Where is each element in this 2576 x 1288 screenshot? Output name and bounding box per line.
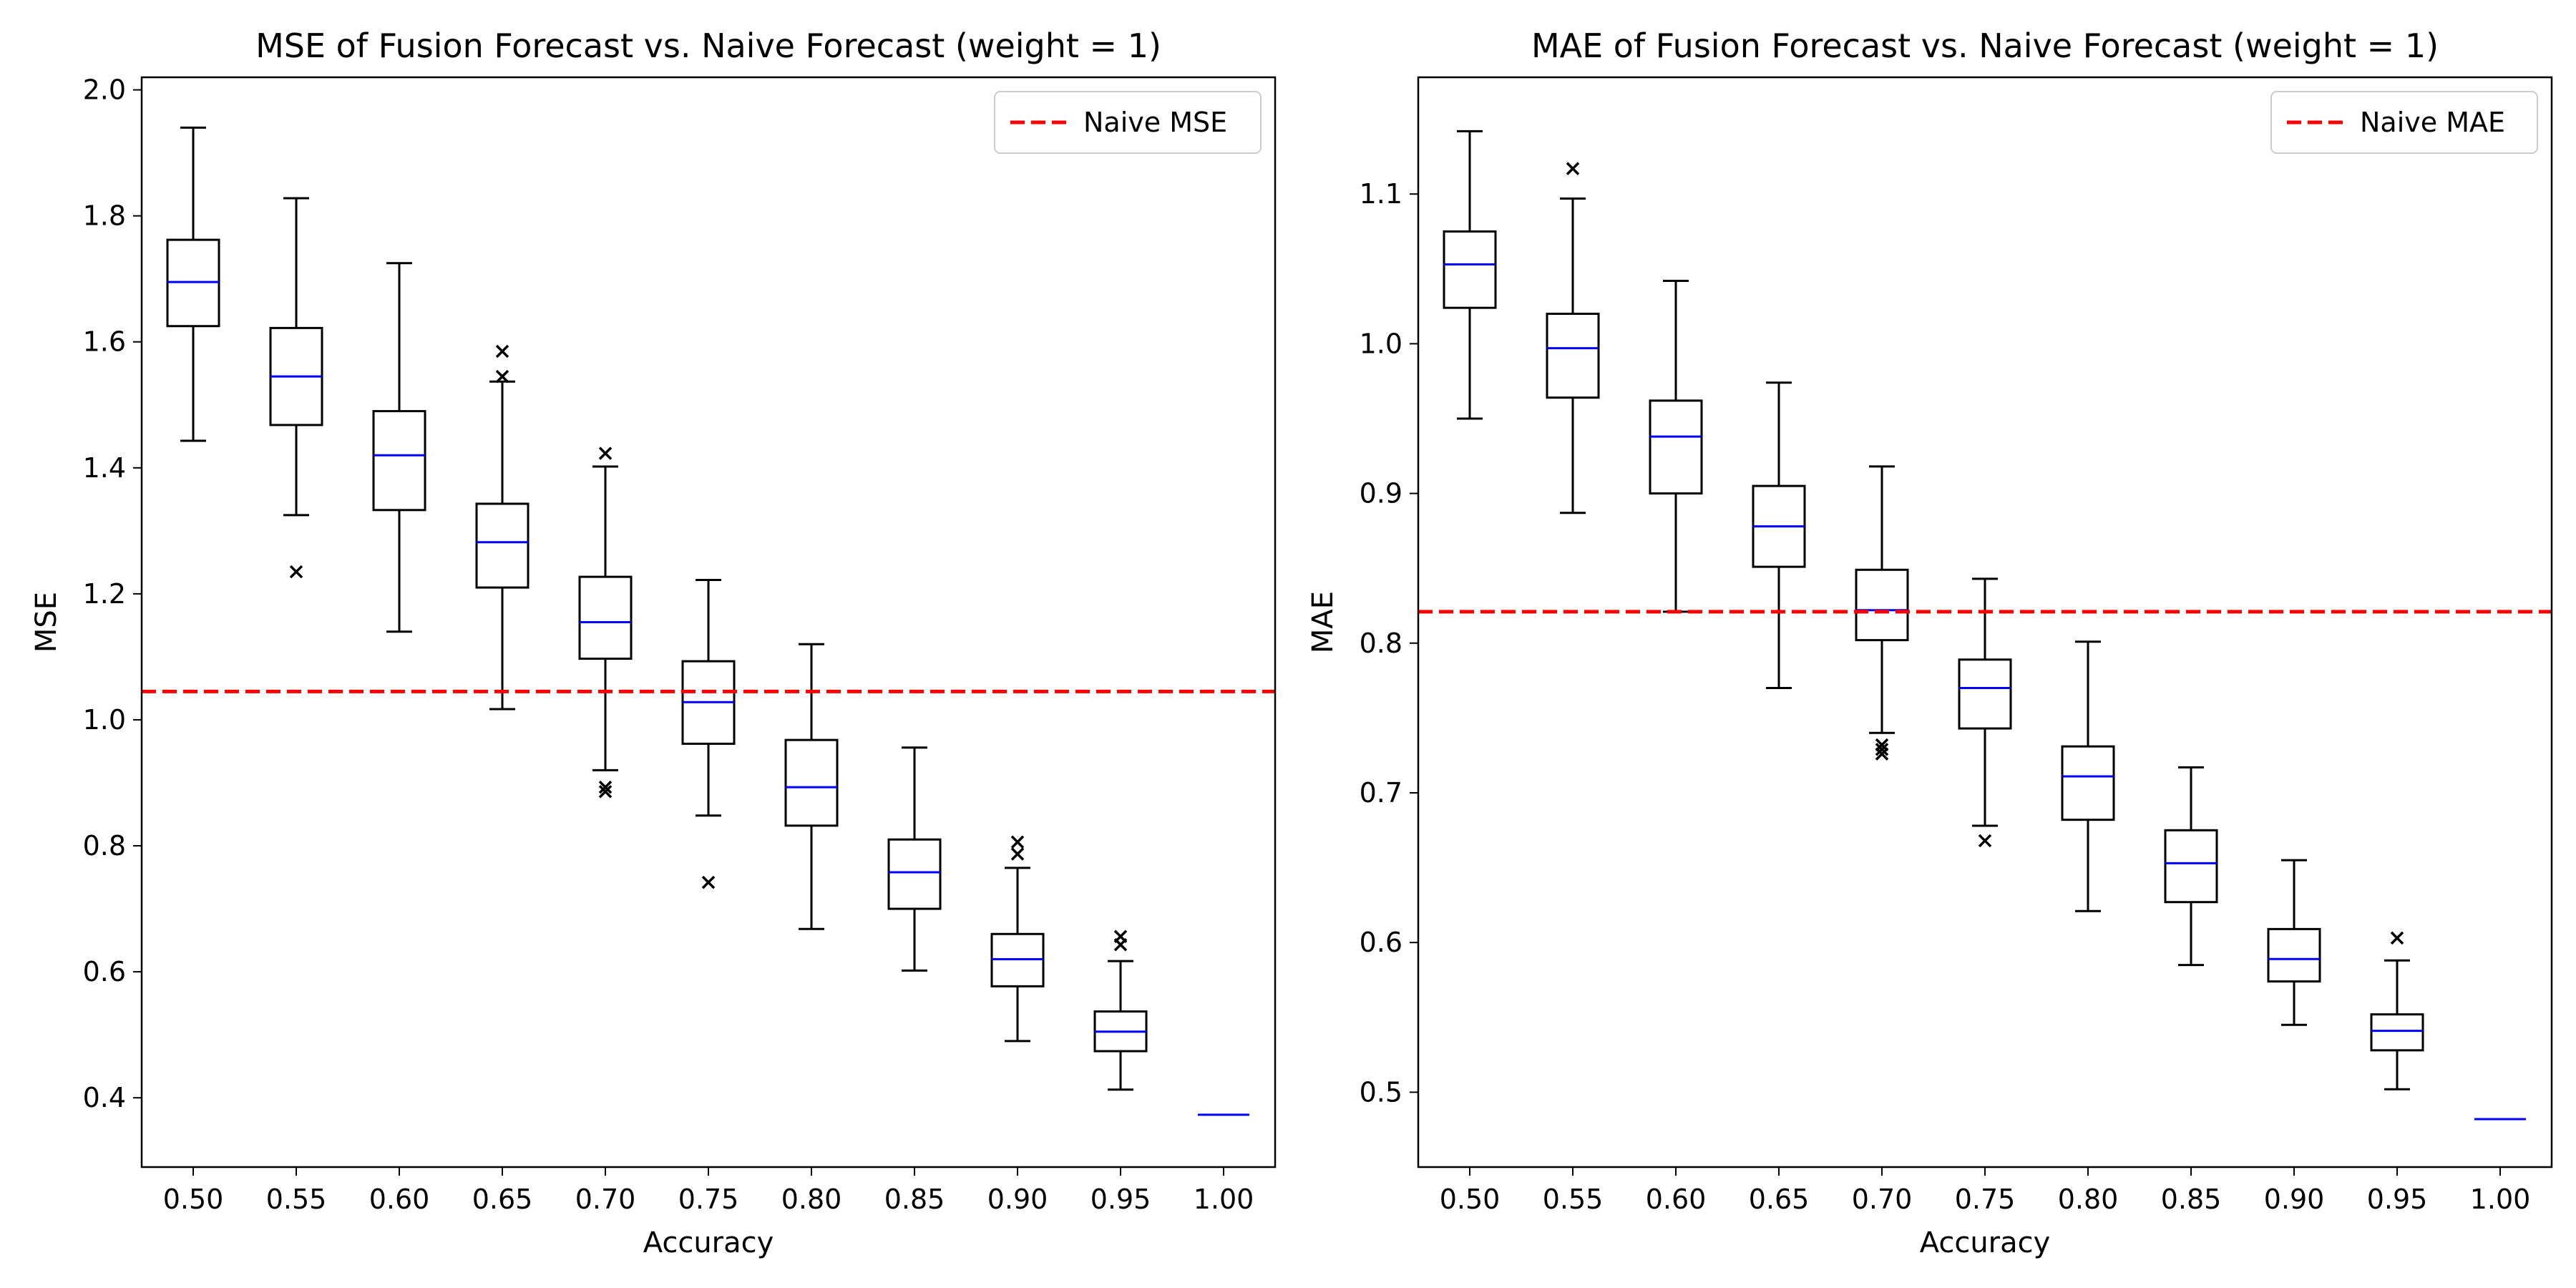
chart-1-outlier-marker xyxy=(598,780,613,794)
chart-2-x-tick-label: 0.65 xyxy=(1749,1184,1810,1215)
chart-1-y-tick-label: 0.6 xyxy=(83,956,126,987)
chart-1-x-tick-label: 0.55 xyxy=(266,1184,327,1215)
chart-1-x-tick-label: 0.85 xyxy=(884,1184,945,1215)
chart-1-box xyxy=(784,738,839,827)
chart-2-y-tick-label: 0.6 xyxy=(1360,927,1402,958)
chart-1-y-tick-label: 1.4 xyxy=(83,452,126,484)
chart-1-y-tick-label: 1.2 xyxy=(83,578,126,610)
chart-2-x-tick-label: 0.85 xyxy=(2161,1184,2222,1215)
chart-2-box xyxy=(1855,568,1909,642)
chart-1-outlier-marker xyxy=(495,344,509,358)
chart-1-x-tick-label: 0.60 xyxy=(369,1184,430,1215)
chart-2-x-tick-label: 0.70 xyxy=(1852,1184,1913,1215)
chart-1-outlier-marker xyxy=(598,785,613,799)
chart-1-x-axis-label: Accuracy xyxy=(643,1226,774,1259)
chart-2-legend-box xyxy=(2270,91,2538,154)
chart-2-y-tick-label: 0.8 xyxy=(1360,628,1402,659)
chart-1-x-tick-label: 0.80 xyxy=(781,1184,842,1215)
chart-1-y-tick-label: 0.8 xyxy=(83,830,126,862)
chart-2-box xyxy=(2061,745,2115,821)
chart-2-box xyxy=(1546,313,1600,399)
chart-1-y-axis-label: MSE xyxy=(30,592,63,653)
chart-2-y-tick-label: 0.7 xyxy=(1360,777,1402,809)
chart-2-title: MAE of Fusion Forecast vs. Naive Forecas… xyxy=(1531,26,2439,65)
chart-1-x-tick-label: 0.90 xyxy=(987,1184,1048,1215)
chart-1-y-tick-label: 0.4 xyxy=(83,1082,126,1113)
chart-2-y-tick-label: 1.0 xyxy=(1360,328,1402,359)
chart-2-box xyxy=(1649,399,1703,495)
chart-2-y-axis-label: MAE xyxy=(1307,591,1340,653)
chart-1-box xyxy=(475,502,530,589)
chart-1-y-tick-label: 2.0 xyxy=(83,74,126,106)
chart-1-box xyxy=(578,575,633,660)
chart-2-y-tick-label: 1.1 xyxy=(1360,178,1402,210)
chart-1-outlier-marker xyxy=(1010,847,1025,861)
chart-2-y-tick-label: 0.5 xyxy=(1360,1076,1402,1108)
chart-2-x-axis-label: Accuracy xyxy=(1920,1226,2051,1259)
chart-2-outlier-marker xyxy=(1875,743,1889,756)
chart-1-x-tick-label: 1.00 xyxy=(1194,1184,1254,1215)
chart-2-x-tick-label: 0.60 xyxy=(1646,1184,1707,1215)
chart-2-x-tick-label: 0.75 xyxy=(1955,1184,2016,1215)
chart-1-y-tick-label: 1.6 xyxy=(83,326,126,358)
chart-2-outlier-marker xyxy=(1566,162,1580,175)
chart-1-legend-box xyxy=(994,91,1262,154)
chart-2-box xyxy=(1443,230,1497,309)
chart-1-box xyxy=(887,838,942,910)
chart-2-x-tick-label: 0.90 xyxy=(2264,1184,2325,1215)
chart-1-outlier-marker xyxy=(1113,938,1128,952)
chart-2-x-tick-label: 0.80 xyxy=(2058,1184,2119,1215)
chart-1-outlier-marker xyxy=(1010,835,1025,849)
chart-1-x-tick-label: 0.65 xyxy=(472,1184,533,1215)
chart-2-box xyxy=(2164,829,2218,904)
chart-2-outlier-marker xyxy=(1978,834,1992,848)
chart-2-outlier-marker xyxy=(1875,747,1889,761)
chart-1-box xyxy=(372,410,426,512)
chart-1-y-tick-label: 1.8 xyxy=(83,200,126,232)
chart-2-x-tick-label: 1.00 xyxy=(2470,1184,2531,1215)
chart-2-x-tick-label: 0.50 xyxy=(1440,1184,1501,1215)
chart-2-y-tick-label: 0.9 xyxy=(1360,478,1402,509)
chart-1-x-tick-label: 0.70 xyxy=(575,1184,636,1215)
chart-1-y-tick-label: 1.0 xyxy=(83,704,126,736)
chart-1-outlier-marker xyxy=(598,447,613,460)
chart-2-axes-frame xyxy=(1417,76,2553,1169)
chart-1-outlier-marker xyxy=(289,565,303,579)
chart-2-outlier-marker xyxy=(2390,931,2404,945)
chart-1-x-tick-label: 0.75 xyxy=(678,1184,739,1215)
chart-1-title: MSE of Fusion Forecast vs. Naive Forecas… xyxy=(255,26,1161,65)
chart-2-legend-label: Naive MAE xyxy=(2360,107,2505,138)
chart-1-legend-label: Naive MSE xyxy=(1083,107,1227,138)
chart-1-outlier-marker xyxy=(495,369,509,384)
chart-1-outlier-marker xyxy=(701,875,716,889)
chart-1-x-tick-label: 0.95 xyxy=(1091,1184,1151,1215)
chart-2-box xyxy=(2267,927,2321,983)
chart-2-x-tick-label: 0.95 xyxy=(2367,1184,2428,1215)
chart-1-x-tick-label: 0.50 xyxy=(163,1184,224,1215)
chart-2-x-tick-label: 0.55 xyxy=(1543,1184,1604,1215)
chart-1-axes-frame xyxy=(140,76,1277,1169)
chart-2-box xyxy=(1958,658,2012,730)
chart-2-box xyxy=(2370,1013,2424,1052)
